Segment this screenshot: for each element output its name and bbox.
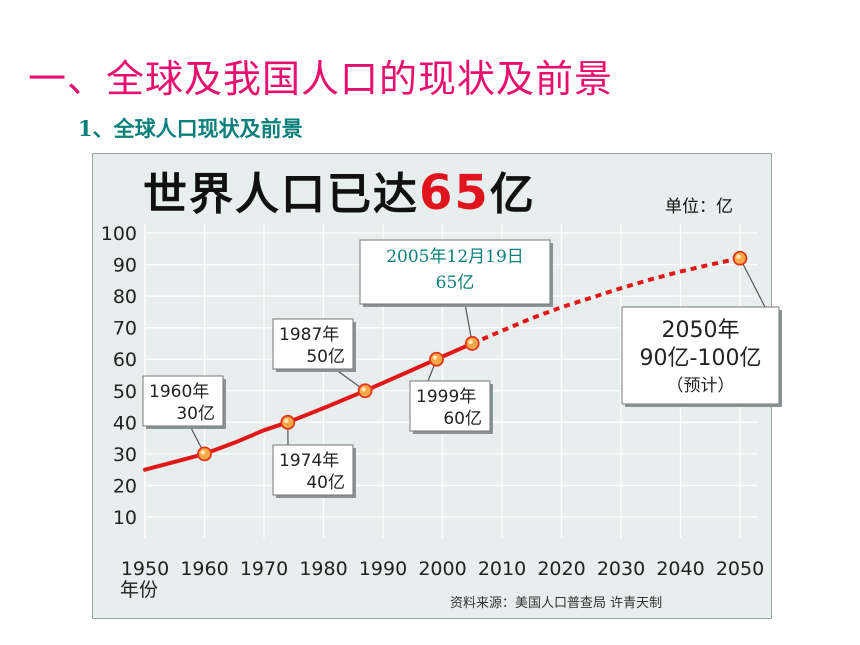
x-tick-label: 1980 [299, 558, 347, 580]
x-tick-label: 2030 [597, 558, 645, 580]
data-point [197, 446, 212, 462]
annotation-line1: 1974年 [279, 451, 339, 471]
data-point [464, 336, 480, 351]
chart-title-number: 65 [419, 165, 490, 221]
source-note: 资料来源：美国人口普查局 许青天制 [450, 596, 662, 611]
chart-title-suffix: 亿 [490, 169, 536, 220]
annotation-box [142, 375, 224, 427]
annotation-line1: 1999年 [416, 387, 476, 407]
x-tick-label: 2010 [478, 558, 526, 580]
x-tick-label: 2040 [656, 558, 704, 580]
data-point [357, 383, 373, 399]
slide-title: 一、全球及我国人口的现状及前景 [28, 57, 614, 101]
x-tick-label: 2000 [418, 558, 466, 580]
x-tick-label: 1950 [121, 558, 169, 580]
unit-label: 单位：亿 [665, 197, 733, 217]
data-points [197, 250, 748, 462]
x-axis-ticks: 1950 1960 1970 1980 1990 2000 2010 2020 2030 2040… [121, 558, 764, 580]
annotation-box [272, 318, 354, 370]
annotation-line2: 50亿 [306, 347, 345, 367]
x-tick-label: 2050 [716, 558, 764, 580]
annotation-line1: 2005年12月19日 [386, 247, 524, 267]
y-tick-label: 20 [113, 475, 137, 497]
x-tick-label: 2020 [537, 558, 585, 580]
y-tick-label: 30 [113, 444, 137, 466]
series-line-dashed [471, 256, 741, 346]
annotation-box [272, 444, 354, 496]
annotation-2050: 2050年 90亿-100亿 （预计） [621, 257, 782, 407]
x-tick-label: 1990 [359, 558, 407, 580]
annotation-line1: 2050年 [662, 318, 740, 343]
y-tick-label: 60 [113, 349, 137, 371]
slide-subtitle: 1、全球人口现状及前景 [78, 116, 303, 141]
chart-title: 世界人口已达65亿 [143, 165, 536, 221]
annotation-line2: 30亿 [176, 404, 215, 424]
annotation-line2: 60亿 [443, 409, 482, 429]
annotation-line1: 1960年 [149, 382, 209, 402]
y-axis-ticks: 100 90 80 70 60 50 40 30 20 10 [101, 223, 137, 529]
y-tick-label: 50 [113, 381, 137, 403]
annotation-line1: 1987年 [279, 325, 339, 345]
data-point [429, 351, 444, 367]
data-point [732, 250, 748, 266]
chart-title-prefix: 世界人口已达 [143, 169, 419, 220]
x-tick-label: 1970 [240, 558, 288, 580]
y-tick-label: 40 [113, 412, 137, 434]
annotation-line2: 40亿 [306, 473, 345, 493]
annotation-2005: 2005年12月19日 65亿 [359, 239, 553, 344]
annotation-box [621, 306, 780, 405]
x-axis-label: 年份 [120, 579, 158, 601]
annotation-box [359, 239, 551, 305]
annotation-line3: （预计） [667, 376, 735, 396]
y-tick-label: 70 [113, 318, 137, 340]
y-tick-label: 90 [113, 255, 137, 277]
annotation-line2: 90亿-100亿 [640, 346, 762, 371]
y-tick-label: 80 [113, 286, 137, 308]
annotation-pointer [739, 257, 766, 308]
x-tick-label: 1960 [180, 558, 228, 580]
data-point [280, 414, 296, 430]
y-tick-label: 10 [113, 507, 137, 529]
annotation-box [409, 380, 491, 432]
annotation-line2: 65亿 [436, 273, 475, 293]
y-tick-label: 100 [101, 223, 137, 245]
